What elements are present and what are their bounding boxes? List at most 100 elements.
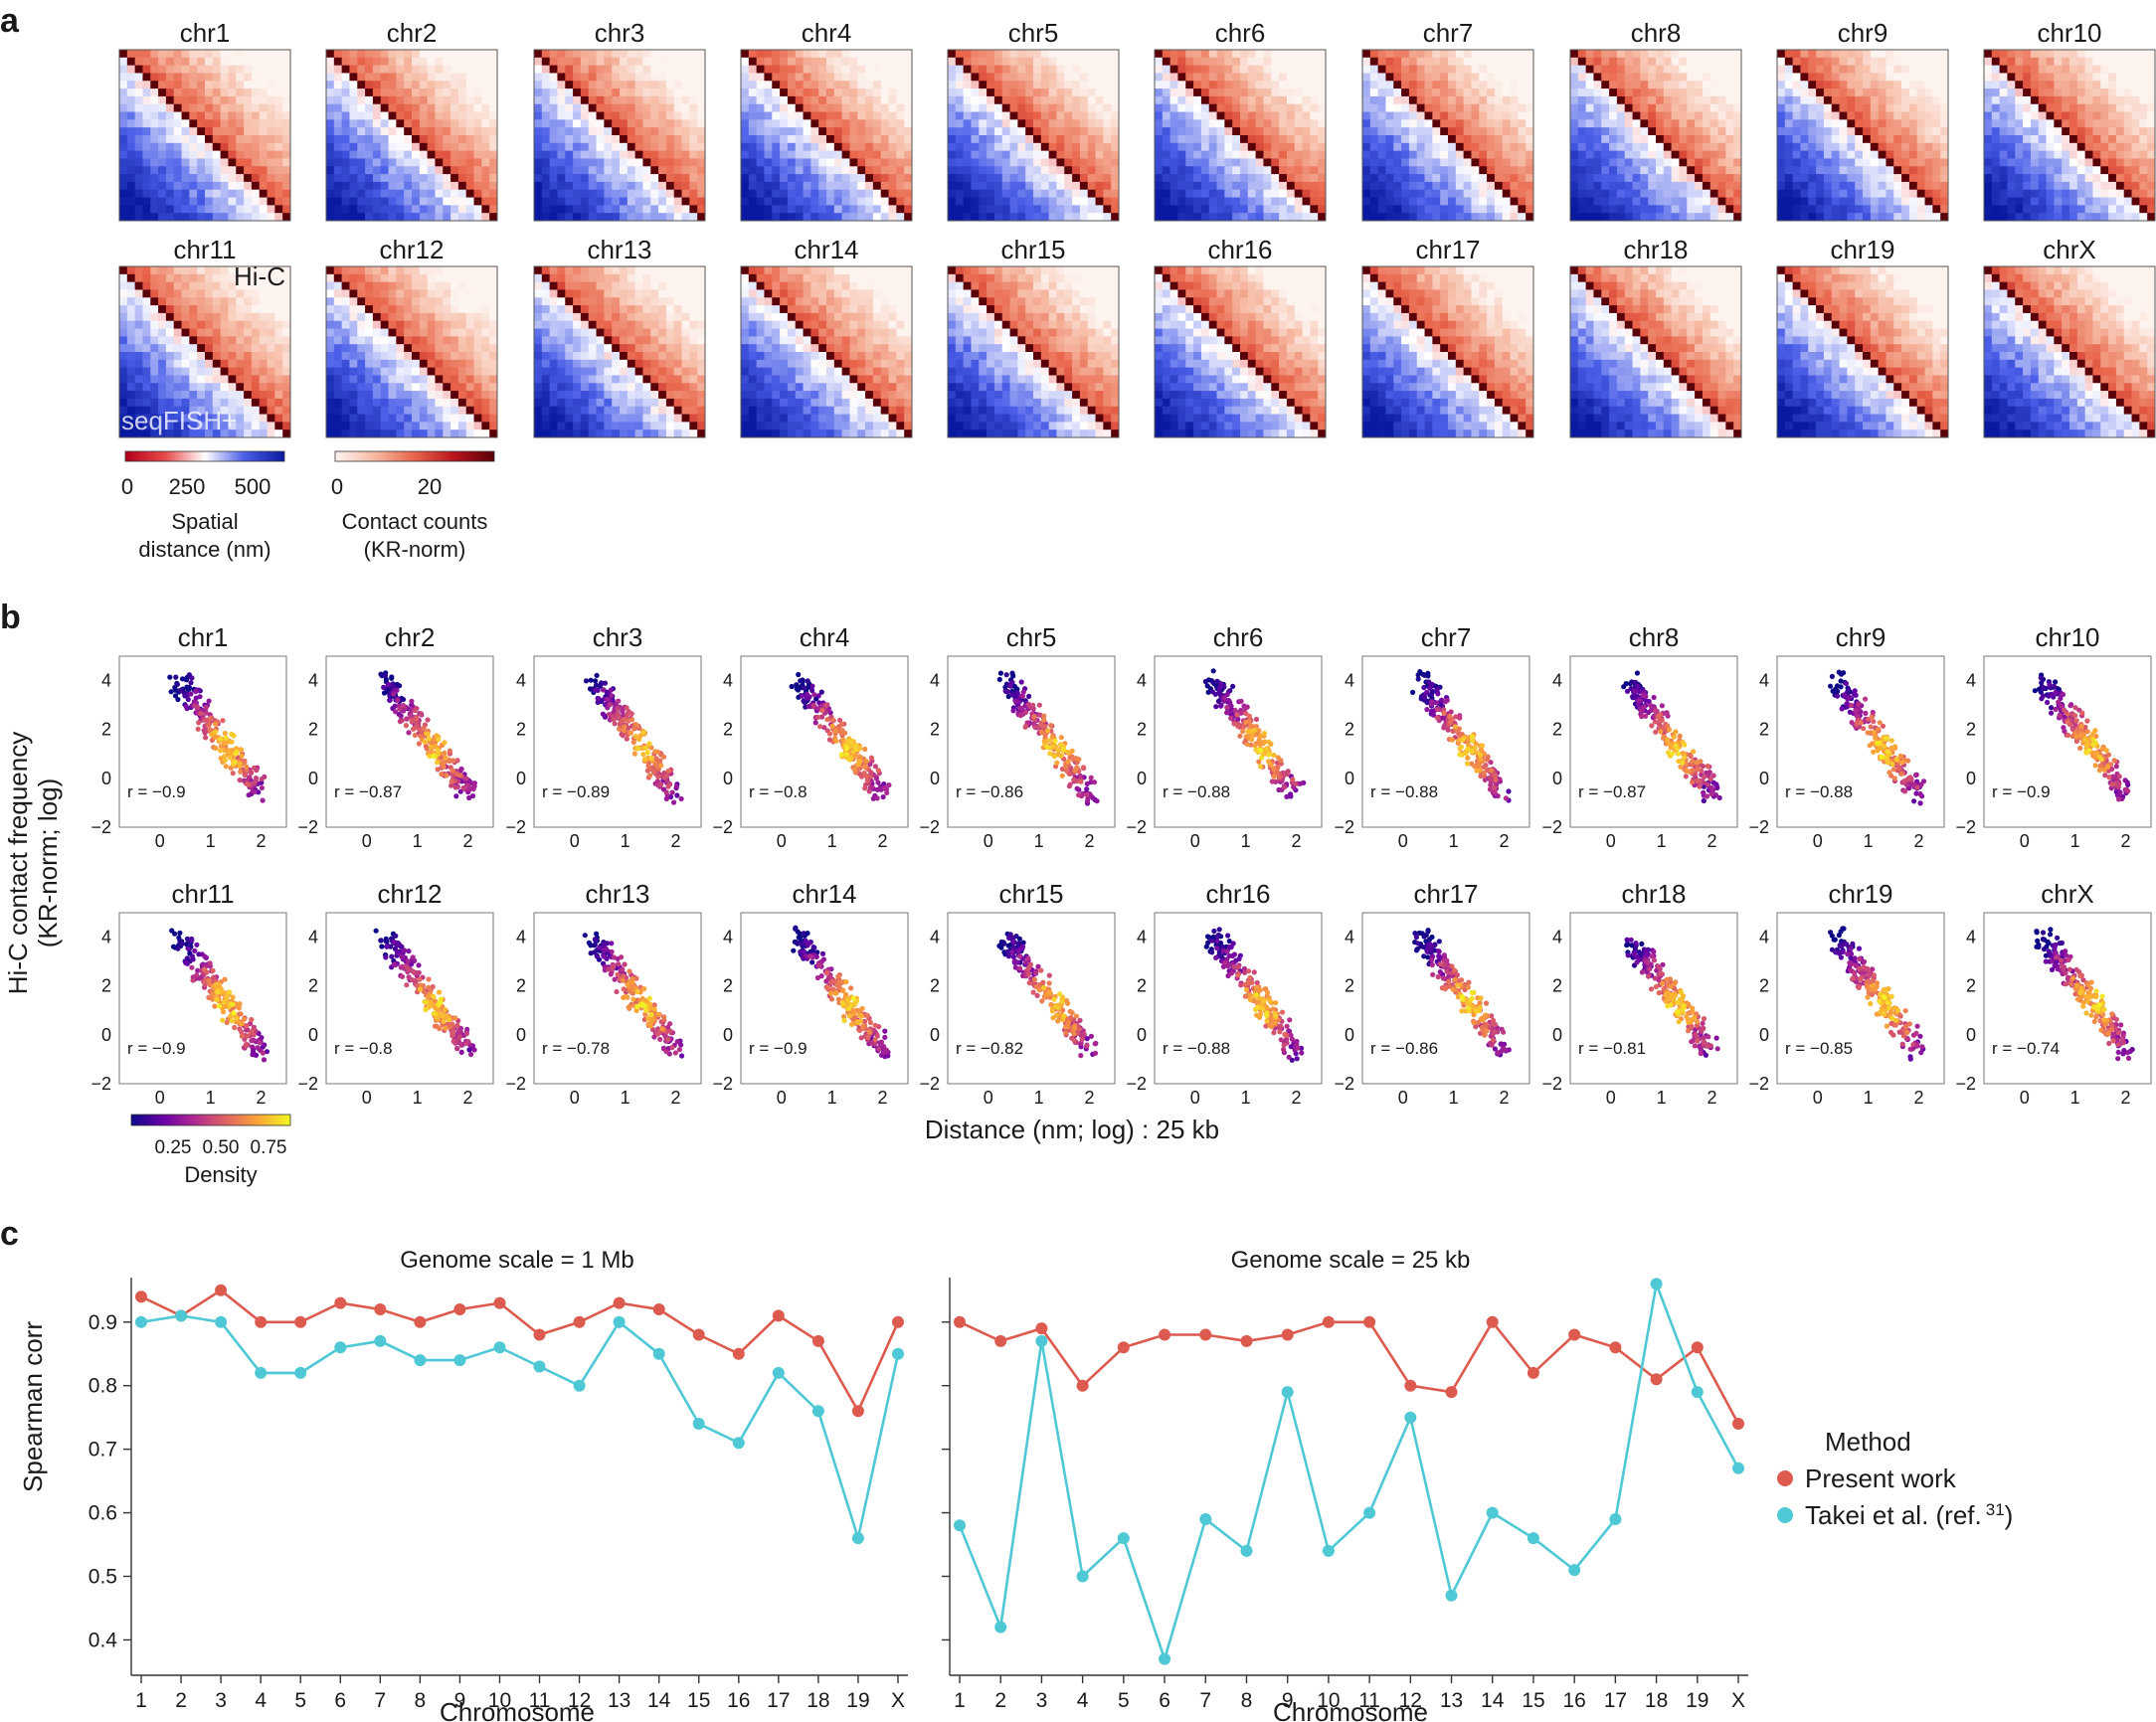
heatmap-cell [1455, 57, 1465, 67]
heatmap-cell [841, 197, 850, 206]
heatmap-cell [1593, 181, 1602, 191]
heatmap-cell [604, 88, 613, 97]
heatmap-cell [1432, 174, 1441, 183]
heatmap-cell [612, 95, 621, 105]
heatmap-cell [388, 174, 397, 183]
heatmap-cell [372, 135, 382, 144]
heatmap-cell [1401, 50, 1410, 59]
heatmap-cell [1255, 166, 1264, 175]
heatmap-cell [158, 103, 167, 112]
heatmap-cell [2054, 205, 2063, 214]
heatmap-cell [119, 205, 128, 214]
heatmap-cell [1717, 111, 1726, 120]
heatmap-cell [896, 213, 905, 222]
heatmap-cell [1624, 189, 1633, 198]
heatmap-cell [1479, 50, 1488, 59]
heatmap-cell [697, 50, 706, 59]
heatmap-cell [841, 142, 850, 152]
heatmap-cell [780, 57, 789, 67]
heatmap-cell [1777, 127, 1786, 136]
heatmap-cell [741, 205, 750, 214]
heatmap-cell [1878, 103, 1886, 112]
heatmap-cell [612, 81, 621, 89]
heatmap-cell [1816, 181, 1825, 191]
heatmap-cell [173, 205, 182, 214]
heatmap-cell [2015, 103, 2024, 112]
heatmap-cell [435, 174, 444, 183]
heatmap-cell [1056, 88, 1065, 97]
heatmap-cell [1279, 213, 1288, 222]
heatmap-cell [1991, 205, 2001, 214]
heatmap-cell [388, 95, 397, 105]
heatmap-cell [2046, 88, 2055, 97]
heatmap-cell [443, 158, 451, 167]
heatmap-cell [1924, 166, 1933, 175]
heatmap-cell [165, 135, 175, 144]
heatmap-cell [1286, 111, 1296, 120]
heatmap-cell [1940, 166, 1949, 175]
heatmap-cell [1901, 181, 1910, 191]
heatmap-cell [2062, 158, 2070, 167]
heatmap-cell [1518, 142, 1527, 152]
heatmap-cell [419, 65, 429, 74]
heatmap-cell [971, 142, 980, 152]
heatmap-cell [465, 95, 474, 105]
heatmap-cell [1393, 88, 1402, 97]
heatmap-cell [228, 166, 237, 175]
heatmap-cell [2038, 119, 2047, 128]
heatmap-cell [349, 166, 358, 175]
heatmap-cell [1808, 213, 1817, 222]
heatmap-cell [1416, 166, 1425, 175]
heatmap-cell [541, 189, 551, 198]
heatmap-cell [1471, 81, 1480, 89]
heatmap-cell [1155, 174, 1164, 183]
heatmap-cell [534, 127, 543, 136]
heatmap-cell [1318, 119, 1327, 128]
heatmap-cell [1255, 135, 1264, 144]
heatmap-cell [642, 166, 651, 175]
heatmap-cell [612, 127, 621, 136]
heatmap-cell [549, 95, 558, 105]
heatmap-cell [1040, 189, 1050, 198]
heatmap-cell [2147, 111, 2156, 120]
heatmap-cell [465, 73, 474, 82]
heatmap-cell [1601, 111, 1610, 120]
heatmap-cell [1717, 81, 1726, 89]
heatmap-cell [1940, 95, 1949, 105]
heatmap-cell [212, 81, 222, 89]
heatmap-cell [2069, 197, 2078, 206]
heatmap-cell [818, 174, 827, 183]
heatmap-cell [341, 81, 350, 89]
heatmap-cell [2108, 111, 2117, 120]
heatmap-cell [1984, 103, 1993, 112]
heatmap-cell [173, 305, 182, 314]
heatmap-cell [1009, 95, 1018, 105]
heatmap-cell [2046, 57, 2055, 67]
heatmap-cell [396, 127, 405, 136]
heatmap-cell [1479, 119, 1488, 128]
heatmap-cell [2108, 57, 2117, 67]
heatmap-cell [1784, 205, 1794, 214]
heatmap-cell [267, 95, 275, 105]
heatmap-cell [588, 189, 597, 198]
heatmap-cell [1808, 88, 1817, 97]
heatmap-cell [365, 189, 374, 198]
heatmap-cell [220, 213, 229, 222]
heatmap-cell [888, 142, 897, 152]
heatmap-cell [396, 166, 405, 175]
heatmap-cell [357, 197, 366, 206]
heatmap-cell [1709, 158, 1718, 167]
heatmap-cell [212, 205, 222, 214]
heatmap-cell [1095, 174, 1104, 183]
heatmap-cell [841, 150, 850, 159]
heatmap-cell [457, 197, 467, 206]
heatmap-cell [904, 73, 913, 82]
heatmap-cell [1725, 65, 1734, 74]
heatmap-cell [1263, 197, 1272, 206]
heatmap-cell [1377, 174, 1386, 183]
heatmap-cell [1656, 65, 1665, 74]
heatmap-cell [1577, 205, 1587, 214]
heatmap-cell [1663, 181, 1673, 191]
heatmap-cell [2139, 119, 2148, 128]
heatmap-cell [1369, 174, 1379, 183]
